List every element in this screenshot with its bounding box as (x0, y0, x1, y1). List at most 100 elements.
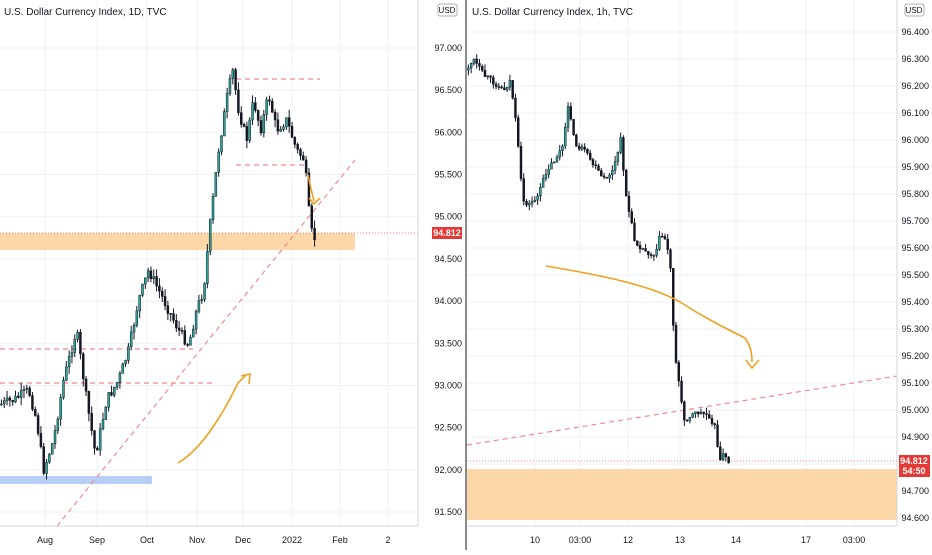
y-tick-label: 96.000 (434, 127, 462, 137)
left-chart-pane[interactable]: U.S. Dollar Currency Index, 1D, TVC 97.0… (0, 0, 462, 545)
left-candle-body (135, 310, 139, 326)
right-candle-body (519, 146, 523, 179)
right-candle-body (533, 199, 537, 202)
right-candle-body (539, 187, 542, 197)
left-candle-body (76, 331, 79, 340)
right-candle-body (641, 248, 645, 250)
right-candle-body (591, 159, 595, 166)
x-tick-label: Feb (332, 535, 348, 545)
left-candle-body (251, 102, 254, 121)
x-tick-label: 2 (385, 535, 390, 545)
left-candle-body (245, 126, 249, 141)
right-candle-body (702, 411, 705, 414)
left-candle-body (239, 112, 243, 125)
y-tick-label: 93.000 (434, 380, 462, 390)
right-candle-body (721, 453, 725, 460)
right-candle-body (672, 267, 675, 326)
right-candle-body (550, 162, 553, 170)
right-candle-body (660, 236, 664, 238)
left-candle-body (84, 378, 88, 392)
y-tick-label: 94.900 (901, 432, 929, 442)
left-candle-body (96, 447, 99, 451)
left-candle-body (129, 331, 133, 347)
right-candle-body (544, 174, 548, 179)
x-tick-label: 10 (530, 535, 540, 545)
left-price-axis[interactable]: 97.000 96.500 96.000 95.500 95.000 94.500 94.0… (434, 43, 462, 517)
right-candle-body (699, 411, 703, 415)
left-candle-body (313, 227, 316, 240)
left-candle-body (104, 406, 108, 420)
right-candle-body (600, 170, 603, 177)
left-candle-body (87, 391, 91, 414)
right-chart-pane[interactable]: U.S. Dollar Currency Index, 1h, TVC 96.4… (466, 0, 930, 545)
left-chart-title: U.S. Dollar Currency Index, 1D, TVC (4, 7, 167, 18)
left-candle-body (14, 395, 17, 403)
x-tick-label: 14 (731, 535, 741, 545)
right-demand-zone (467, 469, 897, 520)
left-candle-body (158, 285, 161, 292)
left-candle-body (206, 251, 209, 284)
right-candle-body (680, 380, 683, 403)
left-candle-body (93, 430, 96, 449)
left-usd-badge[interactable] (437, 3, 458, 17)
x-tick-label: 03:00 (569, 535, 592, 545)
left-candle-body (48, 453, 51, 463)
left-candle-body (307, 172, 311, 207)
left-resistance-zone (0, 233, 355, 250)
right-candle-body (511, 80, 514, 99)
right-candle-body (649, 254, 653, 256)
right-candle-body (727, 456, 730, 464)
left-candle-body (45, 461, 48, 474)
right-candle-body (627, 195, 631, 212)
right-candles (467, 54, 730, 464)
right-candle-body (503, 87, 506, 91)
right-candle-body (674, 324, 678, 363)
left-candle-body (152, 276, 156, 280)
left-candle-body (36, 415, 40, 434)
left-candle-body (296, 144, 299, 150)
left-candle-body (197, 300, 201, 312)
left-candle-body (163, 296, 167, 307)
left-candle-body (265, 99, 268, 115)
right-usd-badge[interactable] (904, 3, 925, 17)
right-time-axis[interactable]: 10 03:00 12 13 14 17 03:00 (530, 535, 865, 545)
left-candle-body (132, 324, 136, 333)
y-tick-label: 95.000 (434, 212, 462, 222)
right-candle-body (555, 156, 559, 163)
right-candle-body (536, 195, 539, 201)
y-tick-label: 96.400 (901, 27, 929, 37)
right-countdown-label: 54:50 (902, 466, 925, 476)
left-candle-body (180, 330, 184, 332)
left-candle-body (79, 331, 82, 355)
right-chart-title: U.S. Dollar Currency Index, 1h, TVC (472, 7, 633, 18)
left-candle-body (254, 102, 257, 111)
right-candle-body (669, 249, 672, 269)
right-price-axis[interactable]: 96.400 96.300 96.200 96.100 96.000 95.900 95.8… (901, 27, 929, 523)
left-candle-body (34, 409, 37, 416)
y-tick-label: 95.600 (901, 243, 929, 253)
left-time-axis[interactable]: Aug Sep Oct Nov Dec 2022 Feb 2 (37, 535, 391, 545)
left-candle-body (121, 363, 124, 374)
right-candle-body (666, 238, 669, 250)
right-candle-body (528, 202, 531, 206)
left-candle-body (124, 360, 127, 365)
right-candle-body (644, 248, 647, 252)
left-candle-body (290, 126, 294, 138)
right-candle-body (710, 418, 714, 424)
right-candle-body (564, 126, 567, 147)
x-tick-label: Aug (37, 535, 53, 545)
left-candle-body (177, 327, 181, 331)
y-tick-label: 94.700 (901, 486, 929, 496)
left-last-price-tag (432, 227, 462, 239)
right-candle-body (494, 83, 498, 87)
left-candle-body (22, 389, 26, 391)
y-tick-label: 95.400 (901, 297, 929, 307)
left-candle-body (194, 310, 198, 330)
left-candle-body (113, 386, 116, 396)
left-candle-body (248, 119, 251, 141)
right-candle-body (522, 178, 525, 202)
right-candle-body (541, 178, 545, 188)
y-tick-label: 94.600 (901, 513, 929, 523)
